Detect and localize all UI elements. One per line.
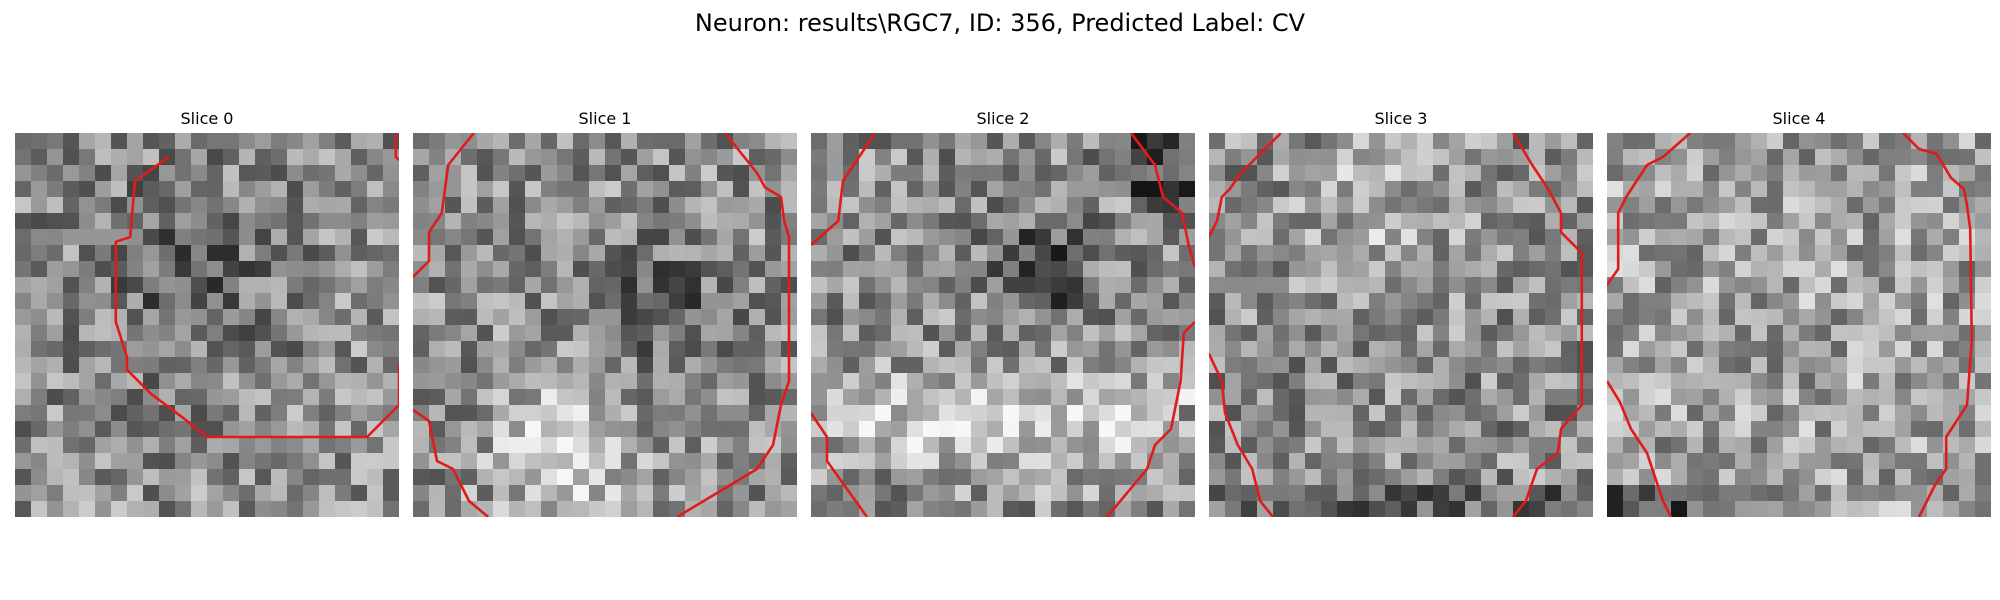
contour-line [1902,133,1974,517]
pixel-grid [15,133,399,517]
slice-title: Slice 1 [578,109,632,128]
contour-line [1607,380,1673,517]
slice-panel-4: Slice 4 [1607,108,1991,517]
contour-line [1511,133,1584,517]
pixel-grid [1209,133,1593,517]
contour-line [811,133,877,246]
contour-line [114,155,399,439]
pixel-grid [413,133,797,517]
slice-title: Slice 0 [180,109,234,128]
slice-image-4 [1607,133,1991,517]
slice-panel-0: Slice 0 [15,108,399,517]
slice-title: Slice 4 [1772,109,1826,128]
contour-line [676,133,791,517]
contour-line [1209,353,1275,517]
slice-panel-1: Slice 1 [413,108,797,517]
slice-image-0 [15,133,399,517]
slice-image-2 [811,133,1195,517]
slice-panel-2: Slice 2 [811,108,1195,517]
pixel-grid [811,133,1195,517]
slice-panel-3: Slice 3 [1209,108,1593,517]
slice-title: Slice 3 [1374,109,1428,128]
contour-line [394,133,399,162]
contour-line [811,412,869,517]
contour-line [1106,320,1195,517]
contour-line [413,133,475,278]
slice-title: Slice 2 [976,109,1030,128]
contour-line [1209,133,1282,238]
slice-image-1 [413,133,797,517]
slice-image-3 [1209,133,1593,517]
figure-title: Neuron: results\RGC7, ID: 356, Predicted… [694,9,1306,37]
pixel-grid [1607,133,1991,517]
contour-line [413,408,490,517]
contour-line [1129,133,1195,268]
contour-line [1607,133,1692,286]
